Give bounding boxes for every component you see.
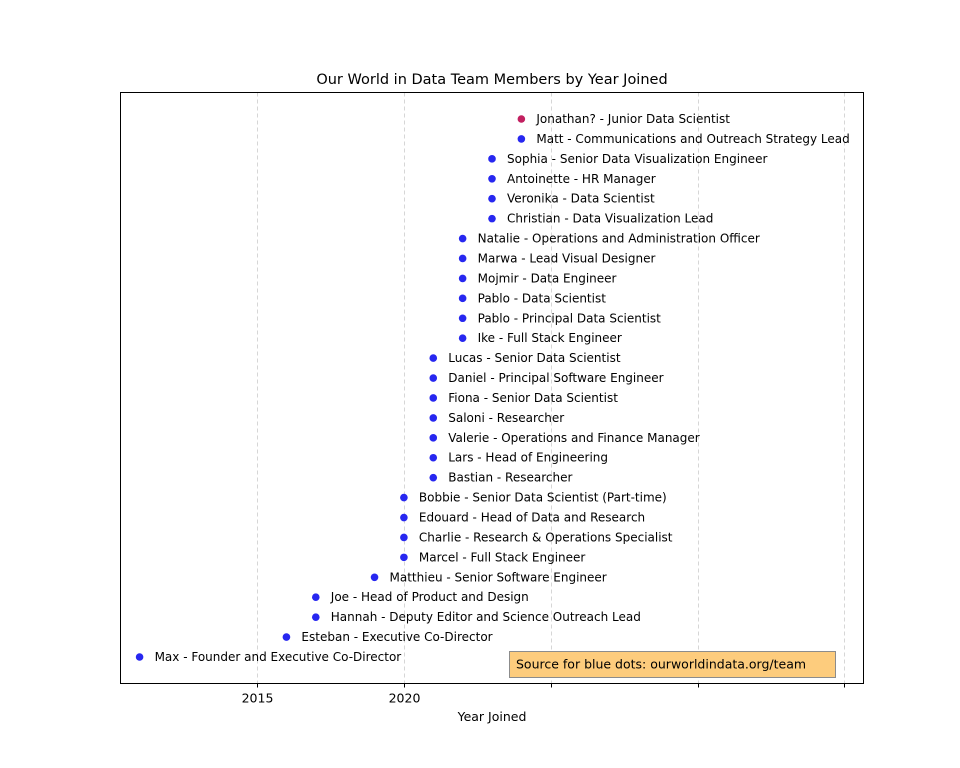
x-axis-ticks: 2015 2020 (242, 683, 845, 706)
point-label: Antoinette - HR Manager (507, 172, 656, 186)
point-label: Bobbie - Senior Data Scientist (Part-tim… (419, 491, 667, 505)
point-labels: Max - Founder and Executive Co-Director E… (155, 112, 850, 664)
source-note-text: Source for blue dots: ourworldindata.org… (516, 657, 806, 672)
data-point (458, 294, 467, 303)
data-point (429, 354, 438, 362)
plot-frame (120, 92, 864, 684)
point-label: Pablo - Principal Data Scientist (478, 311, 662, 325)
point-label: Jonathan? - Junior Data Scientist (535, 112, 730, 126)
point-label: Matthieu - Senior Software Engineer (390, 570, 607, 584)
data-point (429, 394, 438, 402)
point-label: Christian - Data Visualization Lead (507, 212, 713, 226)
point-label: Saloni - Researcher (448, 411, 564, 425)
data-points (135, 115, 526, 661)
x-tick-label: 2020 (389, 691, 421, 706)
point-label: Hannah - Deputy Editor and Science Outre… (331, 610, 641, 624)
source-note: Source for blue dots: ourworldindata.org… (509, 651, 836, 678)
point-label: Max - Founder and Executive Co-Director (155, 650, 402, 664)
point-label: Marwa - Lead Visual Designer (478, 251, 656, 265)
point-label: Bastian - Researcher (448, 471, 572, 485)
point-label: Natalie - Operations and Administration … (478, 232, 760, 246)
point-label: Daniel - Principal Software Engineer (448, 371, 663, 385)
grid-lines (257, 92, 845, 684)
data-point (488, 174, 496, 183)
chart-title: Our World in Data Team Members by Year J… (316, 72, 667, 88)
point-label: Esteban - Executive Co-Director (301, 630, 492, 644)
data-point (400, 553, 408, 562)
point-label: Marcel - Full Stack Engineer (419, 550, 586, 564)
data-point (400, 533, 408, 542)
data-point (488, 214, 496, 223)
data-point (429, 414, 438, 422)
data-point (429, 434, 438, 442)
point-label: Pablo - Data Scientist (478, 291, 607, 305)
data-point (488, 194, 496, 203)
data-point (458, 334, 467, 342)
data-point (458, 314, 467, 323)
data-point (429, 453, 438, 462)
point-label: Joe - Head of Product and Design (330, 590, 529, 604)
point-label: Lars - Head of Engineering (448, 451, 608, 465)
data-point (429, 473, 438, 482)
data-point (400, 493, 408, 502)
source-note-box (509, 651, 836, 678)
point-label: Ike - Full Stack Engineer (478, 331, 622, 345)
data-point (458, 254, 467, 263)
point-label: Sophia - Senior Data Visualization Engin… (507, 152, 767, 166)
point-label: Edouard - Head of Data and Research (419, 511, 645, 525)
point-label: Veronika - Data Scientist (507, 192, 655, 206)
data-point (311, 613, 320, 621)
data-point (429, 374, 438, 382)
x-axis-label: Year Joined (457, 709, 527, 724)
data-point (517, 135, 526, 143)
data-point (135, 653, 144, 661)
x-tick-label: 2015 (242, 691, 274, 706)
data-point (282, 633, 291, 641)
point-label: Mojmir - Data Engineer (478, 271, 617, 285)
point-label: Lucas - Senior Data Scientist (448, 351, 621, 365)
data-point (488, 155, 496, 163)
data-point (517, 115, 526, 123)
point-label: Matt - Communications and Outreach Strat… (536, 132, 849, 146)
point-label: Valerie - Operations and Finance Manager (448, 431, 700, 445)
data-point (458, 274, 467, 283)
data-point (458, 234, 467, 243)
point-label: Fiona - Senior Data Scientist (448, 391, 618, 405)
data-point (370, 573, 379, 582)
data-point (400, 513, 408, 522)
data-point (311, 593, 320, 602)
point-label: Charlie - Research & Operations Speciali… (419, 530, 673, 544)
